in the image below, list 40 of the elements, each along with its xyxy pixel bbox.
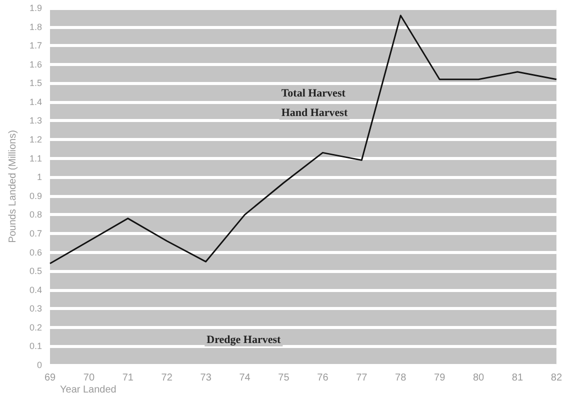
x-tick-label: 82 [550, 372, 562, 384]
y-tick-label: 0 [36, 360, 42, 370]
x-tick-label: 75 [278, 372, 290, 384]
x-tick-label: 74 [239, 372, 251, 384]
y-tick-label: 1.8 [29, 22, 42, 32]
line-series [49, 14, 558, 264]
x-tick-label: 81 [512, 372, 524, 384]
y-tick-label: 0.1 [29, 341, 42, 352]
x-tick-label: 80 [472, 372, 485, 384]
x-tick-label: 69 [44, 372, 56, 384]
x-tick-label: 70 [83, 372, 95, 384]
y-tick-label: 0.7 [29, 228, 42, 238]
y-tick-label: 1.9 [29, 3, 42, 13]
y-axis-title: Pounds Landed (Millions) [8, 130, 18, 243]
x-tick-label: 77 [356, 372, 368, 384]
x-axis-title: Year Landed [60, 384, 116, 396]
y-tick-label: 0.4 [29, 284, 42, 295]
y-tick-label: 1 [36, 172, 42, 182]
y-tick-label: 1.2 [29, 134, 42, 145]
x-tick-label: 76 [317, 372, 329, 384]
x-tick-label: 73 [200, 372, 212, 384]
y-tick-label: 0.6 [29, 247, 42, 258]
y-tick-label: 1.4 [29, 96, 42, 107]
y-tick-label: 1.5 [29, 78, 42, 88]
annotation: Hand Harvest [281, 107, 348, 120]
annotation: Total Harvest [281, 88, 346, 100]
x-tick-label: 72 [161, 372, 173, 384]
y-tick-label: 1.3 [29, 116, 42, 126]
y-tick-label: 1.6 [29, 59, 42, 70]
annotation: Dredge Harvest [206, 334, 282, 346]
y-tick-label: 0.2 [29, 322, 42, 332]
x-tick-label: 71 [122, 372, 134, 384]
y-tick-label: 0.3 [29, 304, 42, 314]
y-tick-label: 1.1 [29, 153, 42, 164]
y-tick-label: 1.7 [29, 40, 42, 51]
y-tick-label: 0.9 [29, 190, 42, 201]
x-tick-label: 79 [434, 372, 446, 384]
y-tick-label: 0.8 [29, 210, 42, 220]
x-tick-label: 78 [395, 372, 407, 384]
y-tick-label: 0.5 [29, 266, 42, 276]
